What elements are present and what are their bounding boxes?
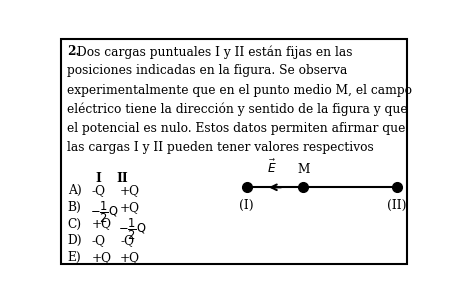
- Text: $\vec{E}$: $\vec{E}$: [267, 159, 276, 176]
- Text: M: M: [298, 163, 310, 176]
- Text: -Q: -Q: [120, 234, 134, 247]
- Text: el potencial es nulo. Estos datos permiten afirmar que: el potencial es nulo. Estos datos permit…: [67, 122, 405, 135]
- Text: -Q: -Q: [92, 184, 106, 197]
- Text: posiciones indicadas en la figura. Se observa: posiciones indicadas en la figura. Se ob…: [67, 64, 347, 77]
- Text: $-\dfrac{1}{2}$Q: $-\dfrac{1}{2}$Q: [90, 200, 119, 225]
- Text: +Q: +Q: [120, 201, 140, 214]
- FancyBboxPatch shape: [61, 39, 407, 264]
- Text: A): A): [68, 184, 81, 197]
- Text: +Q: +Q: [120, 184, 140, 197]
- Text: +Q: +Q: [120, 251, 140, 264]
- Text: Dos cargas puntuales I y II están fijas en las: Dos cargas puntuales I y II están fijas …: [77, 45, 352, 59]
- Text: eléctrico tiene la dirección y sentido de la figura y que: eléctrico tiene la dirección y sentido d…: [67, 103, 408, 116]
- Text: (I): (I): [239, 199, 254, 212]
- Text: C): C): [68, 218, 82, 231]
- Text: D): D): [68, 234, 82, 247]
- Text: B): B): [68, 201, 82, 214]
- Text: 2.: 2.: [67, 45, 80, 58]
- Text: II: II: [117, 172, 128, 185]
- Text: +Q: +Q: [92, 251, 112, 264]
- Text: +Q: +Q: [92, 218, 112, 231]
- Text: $-\dfrac{1}{2}$Q: $-\dfrac{1}{2}$Q: [118, 216, 147, 242]
- Text: (II): (II): [388, 199, 407, 212]
- Text: experimentalmente que en el punto medio M, el campo: experimentalmente que en el punto medio …: [67, 84, 412, 97]
- Text: E): E): [68, 251, 81, 264]
- Text: -Q: -Q: [92, 234, 106, 247]
- Text: I: I: [95, 172, 101, 185]
- Text: las cargas I y II pueden tener valores respectivos: las cargas I y II pueden tener valores r…: [67, 141, 374, 154]
